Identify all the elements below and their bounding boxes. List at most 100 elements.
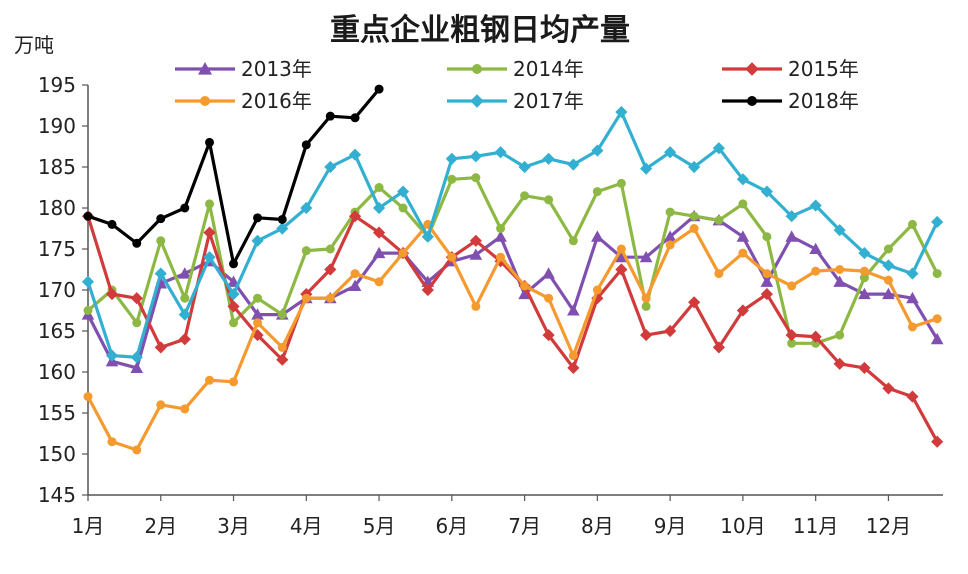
data-point: [350, 113, 360, 123]
data-point: [907, 219, 917, 229]
data-point: [229, 377, 239, 387]
data-point: [348, 148, 362, 161]
y-tick-label: 165: [38, 319, 76, 343]
data-point: [374, 277, 384, 287]
chart-title: 重点企业粗钢日均产量: [330, 13, 630, 48]
data-point: [665, 207, 675, 217]
series-4: [81, 105, 944, 364]
data-point: [253, 318, 263, 328]
legend-label: 2016年: [241, 89, 312, 113]
legend-item: 2015年: [722, 57, 859, 81]
data-point: [421, 230, 434, 243]
data-point: [714, 269, 724, 279]
data-point: [198, 62, 212, 75]
data-point: [689, 224, 699, 233]
data-point: [107, 219, 117, 229]
data-point: [835, 330, 845, 340]
data-point: [591, 144, 604, 157]
data-point: [518, 287, 531, 300]
data-point: [130, 351, 143, 364]
data-point: [205, 375, 215, 385]
data-point: [542, 329, 555, 342]
y-tick-label: 195: [38, 73, 76, 97]
data-point: [568, 236, 578, 246]
data-point: [762, 232, 772, 242]
axes: 145 150 155 160 165 170 175 180 185 190 195 1月 2月 3月 4…: [38, 73, 943, 538]
data-point: [931, 435, 944, 448]
y-tick-label: 175: [38, 237, 76, 261]
y-tick-label: 145: [38, 483, 76, 507]
legend-item: 2013年: [175, 57, 312, 81]
data-point: [469, 150, 482, 163]
data-point: [906, 390, 919, 403]
data-point: [641, 301, 651, 311]
data-point: [325, 111, 335, 121]
x-tick-label: 9月: [654, 514, 687, 538]
legend-label: 2014年: [513, 57, 584, 81]
data-point: [205, 137, 215, 147]
x-tick-label: 10月: [720, 514, 765, 538]
x-tick-label: 6月: [435, 514, 468, 538]
data-point: [518, 160, 531, 174]
data-point: [180, 293, 190, 303]
data-point: [324, 160, 337, 174]
data-point: [712, 142, 725, 155]
data-point: [470, 94, 484, 108]
data-point: [688, 296, 701, 309]
data-point: [156, 214, 166, 224]
data-point: [83, 392, 93, 402]
data-point: [325, 244, 335, 254]
data-point: [229, 259, 239, 269]
data-point: [520, 281, 530, 291]
data-point: [738, 199, 748, 209]
data-point: [471, 173, 481, 183]
data-point: [105, 288, 119, 301]
data-point: [156, 236, 166, 246]
y-tick-label: 190: [38, 114, 76, 138]
y-tick-label: 170: [38, 278, 76, 302]
data-point: [494, 230, 507, 242]
data-point: [348, 279, 362, 291]
x-tick-label: 11月: [793, 514, 838, 538]
data-point: [567, 304, 580, 316]
data-point: [738, 248, 748, 258]
data-point: [229, 318, 239, 328]
data-point: [325, 293, 335, 303]
data-point: [277, 310, 287, 320]
data-point: [178, 333, 191, 346]
data-point: [200, 96, 210, 106]
data-point: [640, 162, 653, 175]
data-point: [736, 230, 750, 242]
data-point: [931, 215, 944, 229]
data-point: [205, 199, 215, 209]
data-point: [785, 210, 798, 223]
data-point: [809, 199, 822, 212]
data-point: [203, 226, 216, 239]
x-tick-label: 8月: [581, 514, 614, 538]
data-point: [178, 308, 191, 321]
data-point: [324, 263, 337, 276]
data-point: [883, 244, 893, 254]
data-point: [747, 96, 757, 106]
data-point: [105, 349, 119, 362]
plot-area: [81, 84, 944, 455]
data-point: [859, 273, 869, 283]
data-point: [447, 252, 457, 262]
data-point: [567, 361, 580, 374]
y-tick-label: 160: [38, 360, 76, 384]
data-point: [760, 288, 773, 301]
data-point: [542, 152, 555, 165]
series-line: [86, 214, 939, 443]
data-point: [858, 287, 871, 300]
data-point: [372, 226, 386, 239]
data-point: [736, 304, 749, 317]
data-point: [154, 341, 167, 354]
data-point: [736, 173, 749, 186]
data-point: [809, 242, 822, 255]
legend: 2013年 2014年 2015年 2016年 2017年 2018年: [175, 57, 859, 113]
data-point: [301, 293, 311, 303]
legend-label: 2018年: [788, 89, 859, 113]
data-point: [469, 248, 483, 260]
series-line: [86, 176, 939, 345]
